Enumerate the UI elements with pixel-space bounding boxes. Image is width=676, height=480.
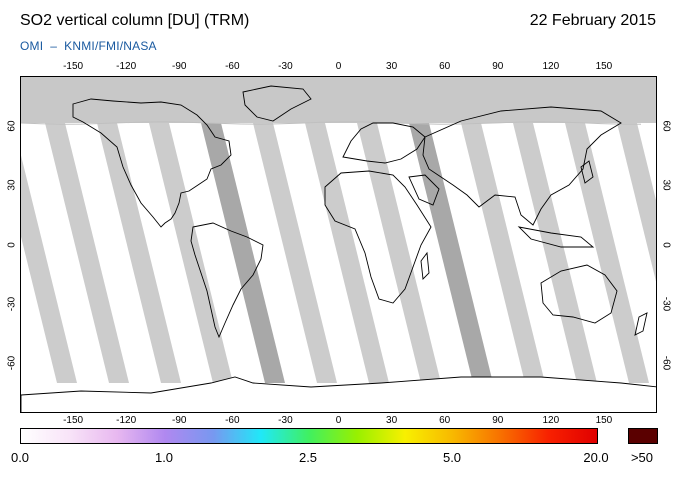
credit-agencies: KNMI/FMI/NASA bbox=[64, 39, 157, 53]
longitude-tick-label: -30 bbox=[278, 415, 293, 426]
longitude-tick-label: -120 bbox=[116, 415, 137, 426]
longitude-tick-label: 0 bbox=[335, 415, 342, 426]
longitude-tick-label: -60 bbox=[225, 61, 240, 72]
colorbar-label-3: 5.0 bbox=[442, 450, 462, 465]
longitude-tick-label: -60 bbox=[225, 415, 240, 426]
polar-region-edge bbox=[21, 121, 642, 125]
orbit-swath bbox=[617, 123, 656, 282]
orbit-swath bbox=[253, 123, 337, 383]
orbit-swath bbox=[565, 123, 649, 383]
longitude-tick-label: -120 bbox=[116, 61, 137, 72]
colorbar-over-range-swatch bbox=[628, 428, 658, 444]
longitude-tick-label: 90 bbox=[492, 61, 504, 72]
credit-separator: – bbox=[50, 39, 58, 53]
orbit-swath bbox=[357, 123, 441, 383]
longitude-tick-label: 120 bbox=[542, 415, 560, 426]
longitude-tick-label: 30 bbox=[386, 61, 398, 72]
colorbar-label-max: 20.0 bbox=[583, 450, 609, 465]
latitude-tick-label: 30 bbox=[660, 179, 672, 191]
data-credit: OMI – KNMI/FMI/NASA bbox=[20, 39, 157, 53]
longitude-tick-label: -90 bbox=[172, 61, 187, 72]
latitude-tick-label: -30 bbox=[660, 296, 672, 312]
coastline-africa bbox=[324, 170, 432, 304]
coastline-antarctica bbox=[21, 376, 656, 412]
latitude-tick-label: 60 bbox=[660, 119, 672, 132]
latitude-ticks-right: 60 30 0 -30 -60 bbox=[658, 0, 674, 480]
longitude-tick-label: 0 bbox=[335, 61, 342, 72]
orbit-swath bbox=[305, 123, 389, 383]
map-date: 22 February 2015 bbox=[529, 12, 656, 29]
longitude-ticks-top: -150 -120 -90 -60 -30 0 30 60 90 120 150 bbox=[0, 61, 676, 75]
coastline-south-america bbox=[190, 222, 264, 339]
longitude-tick-label: 150 bbox=[595, 61, 613, 72]
orbit-swath bbox=[45, 123, 129, 383]
longitude-tick-label: -150 bbox=[63, 415, 84, 426]
longitude-tick-label: 60 bbox=[439, 415, 451, 426]
orbit-swath bbox=[149, 123, 233, 383]
colorbar-label-2: 2.5 bbox=[298, 450, 318, 465]
orbit-swath bbox=[409, 123, 493, 383]
longitude-tick-label: -90 bbox=[172, 415, 187, 426]
no-data-polar-region bbox=[21, 77, 656, 123]
coastline-madagascar bbox=[420, 251, 430, 280]
coastline-greenland bbox=[242, 85, 312, 122]
longitude-tick-label: -30 bbox=[278, 61, 293, 72]
latitude-tick-label: 60 bbox=[6, 119, 18, 132]
orbit-swath bbox=[21, 155, 77, 383]
longitude-ticks-bottom: -150 -120 -90 -60 -30 0 30 60 90 120 150 bbox=[0, 415, 676, 429]
map-canvas bbox=[21, 77, 656, 412]
longitude-tick-label: -150 bbox=[63, 61, 84, 72]
credit-instrument: OMI bbox=[20, 39, 44, 53]
latitude-tick-label: -30 bbox=[6, 296, 18, 312]
orbit-swath bbox=[461, 123, 545, 383]
latitude-ticks-left: 60 30 0 -30 -60 bbox=[4, 0, 20, 480]
latitude-tick-label: 0 bbox=[660, 241, 672, 248]
latitude-tick-label: -60 bbox=[660, 356, 672, 371]
coastline-australia bbox=[540, 264, 618, 324]
coastline-asia bbox=[422, 106, 622, 226]
orbit-swath bbox=[97, 123, 181, 383]
longitude-tick-label: 150 bbox=[595, 415, 613, 426]
colorbar-label-min: 0.0 bbox=[10, 450, 30, 465]
so2-colorbar bbox=[20, 428, 598, 444]
colorbar-label-over: >50 bbox=[630, 450, 654, 465]
orbit-swath bbox=[201, 123, 285, 383]
longitude-tick-label: 120 bbox=[542, 61, 560, 72]
coastline-japan bbox=[580, 160, 594, 184]
longitude-tick-label: 30 bbox=[386, 415, 398, 426]
latitude-tick-label: -60 bbox=[6, 356, 18, 371]
longitude-tick-label: 90 bbox=[492, 415, 504, 426]
coastline-indonesia bbox=[517, 226, 595, 248]
coastlines bbox=[21, 85, 656, 412]
longitude-tick-label: 60 bbox=[439, 61, 451, 72]
coastline-arabia bbox=[408, 174, 440, 206]
map-title: SO2 vertical column [DU] (TRM) bbox=[20, 12, 250, 29]
coastline-north-america bbox=[72, 98, 232, 228]
colorbar-label-1: 1.0 bbox=[154, 450, 174, 465]
coastline-new-zealand bbox=[634, 312, 648, 336]
latitude-tick-label: 30 bbox=[6, 179, 18, 191]
latitude-tick-label: 0 bbox=[6, 241, 18, 248]
so2-world-map bbox=[20, 76, 657, 413]
